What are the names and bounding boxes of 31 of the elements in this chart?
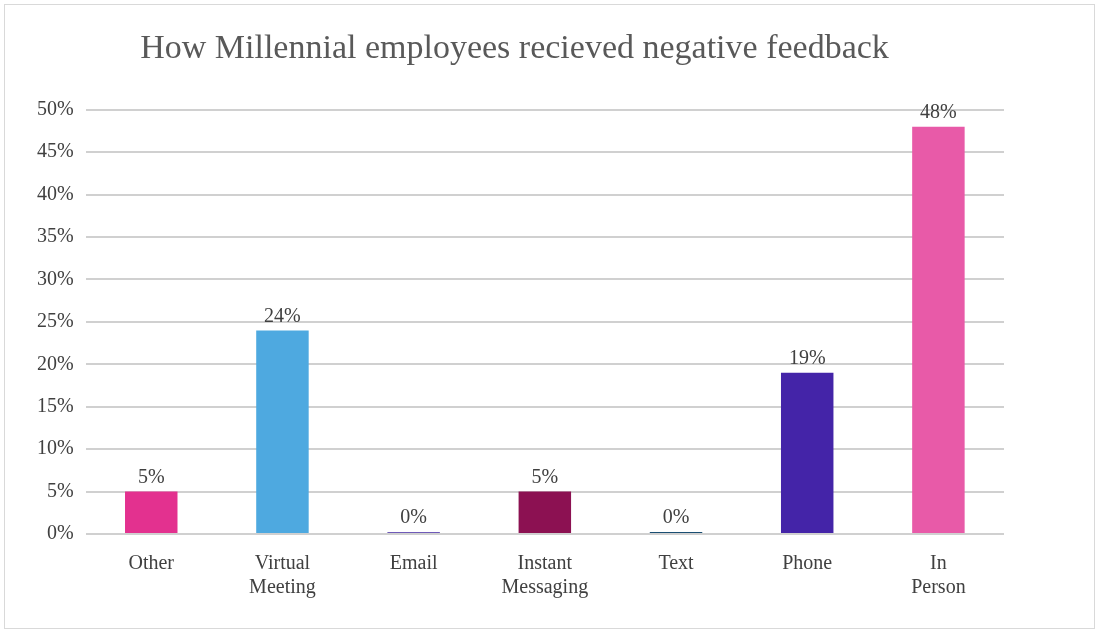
x-tick-label: Text <box>658 551 695 574</box>
x-tick-label: Virtual Meeting <box>249 551 316 599</box>
y-tick-label: 30% <box>36 266 74 289</box>
y-tick-label: 45% <box>36 139 74 162</box>
bar <box>125 491 178 533</box>
data-label: 48% <box>920 100 957 123</box>
bar <box>518 491 572 533</box>
data-label: 5% <box>137 464 165 487</box>
data-label: 5% <box>531 464 559 487</box>
data-label: 0% <box>400 505 427 528</box>
bar <box>912 126 965 533</box>
y-tick-label: 5% <box>46 478 74 501</box>
bar <box>256 330 309 533</box>
y-tick-label: 10% <box>36 436 74 459</box>
chart-title: How Millennial employees recieved negative feedback <box>140 28 889 66</box>
y-tick-label: 15% <box>36 393 74 416</box>
x-tick-label: Email <box>389 551 438 574</box>
data-label: 24% <box>264 303 301 326</box>
y-tick-label: 20% <box>36 351 74 374</box>
bar <box>780 372 834 533</box>
y-tick-label: 25% <box>36 309 74 332</box>
data-label: 19% <box>788 346 826 369</box>
y-tick-label: 40% <box>36 181 74 204</box>
x-tick-label: Phone <box>782 551 833 574</box>
y-tick-label: 35% <box>36 224 74 247</box>
x-tick-label: Instant Messaging <box>501 551 589 599</box>
x-tick-label: In Person <box>911 551 966 598</box>
x-tick-label: Other <box>128 551 175 574</box>
data-label: 0% <box>662 505 690 528</box>
y-tick-label: 0% <box>46 521 74 544</box>
y-tick-label: 50% <box>36 97 74 120</box>
